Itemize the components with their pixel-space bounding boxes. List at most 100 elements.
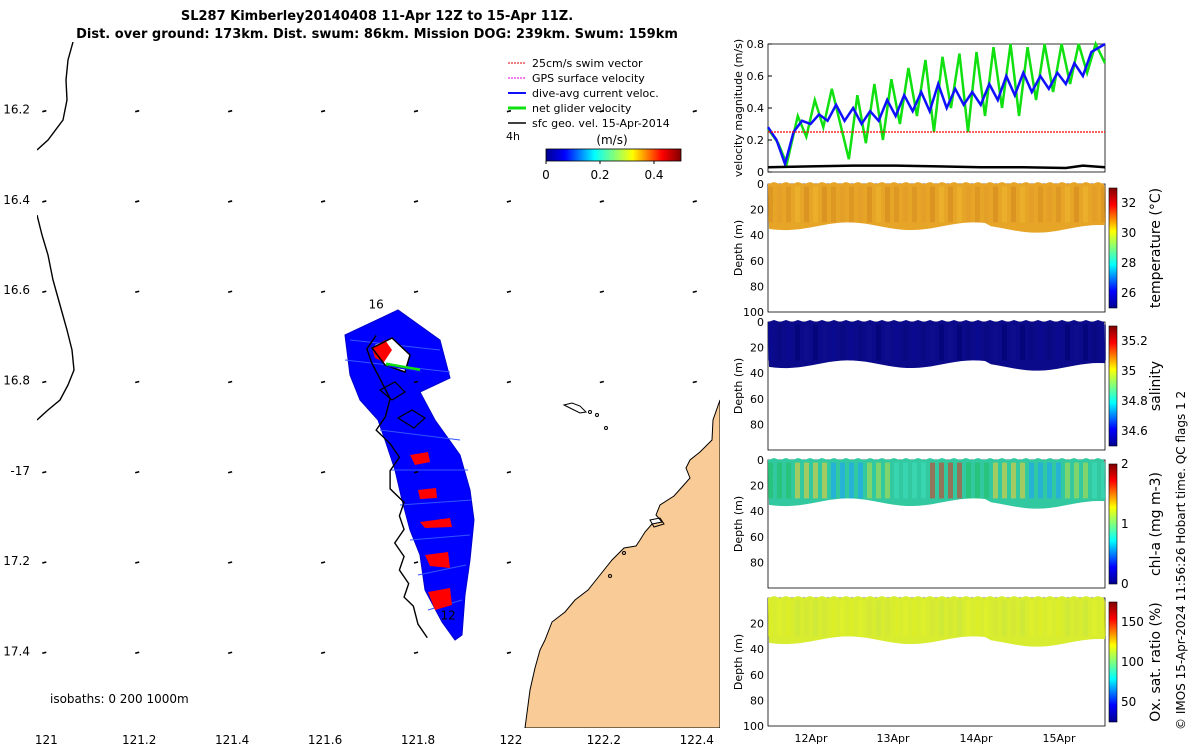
current-vector: [413, 109, 419, 113]
section-data-strip: [1038, 186, 1043, 223]
legend-label: net glider velocity: [532, 102, 632, 115]
figure-title-line1: SL287 Kimberley20140408 11-Apr 12Z to 15…: [181, 9, 573, 24]
section-data-strip: [1029, 324, 1034, 361]
current-vector: [135, 109, 140, 113]
section-colorbar-tick-label: 2: [1121, 457, 1129, 471]
map-legend: 25cm/s swim vector GPS surface velocity …: [506, 57, 682, 182]
section-y-tick-label: 0: [757, 178, 764, 191]
colorbar-ticks: 0 0.2 0.4: [542, 161, 664, 182]
colorbar-tick-label: 0: [542, 168, 550, 182]
island: [562, 402, 588, 414]
section-data-strip: [948, 462, 953, 499]
island: [595, 413, 599, 417]
current-vector: [413, 651, 419, 655]
section-panel: 0 1 2 chl-a (mg m-3) 0 20 40 60 80 Depth (m): [732, 454, 1164, 591]
section-data-strip: [993, 600, 998, 637]
section-colorbar-tick-label: 0: [1121, 577, 1129, 591]
section-data-strip: [1074, 186, 1079, 223]
map-y-tick-label: 17.2: [3, 554, 30, 568]
current-vector: [42, 109, 47, 113]
section-data-strip: [813, 324, 818, 361]
section-data-strip: [948, 324, 953, 361]
section-y-tick-label: 80: [750, 418, 764, 431]
current-vector: [506, 380, 512, 384]
section-data-strip: [912, 186, 917, 223]
section-data-strip: [1002, 324, 1007, 361]
section-data-strip: [993, 186, 998, 223]
current-vector: [413, 380, 419, 384]
section-data-strip: [1101, 324, 1106, 361]
section-colorbar-tick-label: 30: [1121, 226, 1136, 240]
current-vector: [135, 380, 140, 384]
section-data-strip: [939, 462, 944, 499]
section-y-tick-label: 0: [757, 316, 764, 329]
section-data-strip: [768, 186, 773, 223]
section-y-tick-label: 60: [750, 531, 764, 544]
section-data-strip: [777, 600, 782, 637]
section-data-strip: [822, 462, 827, 499]
current-vector: [42, 470, 47, 474]
section-data-strip: [885, 462, 890, 499]
section-colorbar-tick-label: 1: [1121, 517, 1129, 531]
section-colorbar-label: chl-a (mg m-3): [1148, 472, 1164, 576]
map-x-tick-label: 121.6: [308, 733, 342, 747]
section-colorbar-tick-label: 100: [1121, 655, 1144, 669]
map-x-tick-label: 121.8: [401, 733, 435, 747]
current-vector: [227, 651, 233, 655]
section-y-tick-label: 40: [750, 229, 764, 242]
section-colorbar-tick-label: 28: [1121, 256, 1136, 270]
section-data-strip: [1038, 600, 1043, 637]
section-y-tick-label: 60: [750, 255, 764, 268]
current-vector: [320, 380, 326, 384]
section-data-strip: [1047, 186, 1052, 223]
section-data-strip: [1047, 324, 1052, 361]
current-vector: [42, 290, 47, 293]
section-data-strip: [777, 324, 782, 361]
section-data-strip: [966, 462, 971, 499]
section-colorbar-tick-label: 32: [1121, 196, 1136, 210]
map-x-tick-label: 121.2: [122, 733, 156, 747]
section-colorbar-tick-label: 34.6: [1121, 424, 1148, 438]
figure-title-line2: Dist. over ground: 173km. Dist. swum: 86…: [76, 27, 678, 42]
track-red-patch: [425, 552, 450, 568]
section-data-strip: [1074, 462, 1079, 499]
dive-avg-arrow: [387, 365, 423, 373]
map-x-tick-label: 122.4: [680, 733, 714, 747]
section-data-strip: [993, 462, 998, 499]
section-data-strip: [1065, 324, 1070, 361]
section-data-strip: [831, 186, 836, 223]
section-ylabel: Depth (m): [732, 496, 745, 552]
section-data-strip: [822, 324, 827, 361]
velocity-ylabel: velocity magnitude (m/s): [732, 39, 745, 177]
section-data-strip: [885, 186, 890, 223]
section-data-strip: [975, 186, 980, 223]
section-colorbar-tick-label: 50: [1121, 695, 1136, 709]
current-vector: [506, 651, 512, 655]
section-ylabel: Depth (m): [732, 634, 745, 690]
section-x-tick-label: 15Apr: [1042, 732, 1076, 745]
section-data-strip: [1011, 186, 1016, 223]
section-colorbar: [1108, 187, 1118, 309]
section-data-strip: [957, 462, 962, 499]
island: [604, 426, 608, 430]
section-data-strip: [867, 600, 872, 637]
section-colorbar-tick-label: 35: [1121, 364, 1136, 378]
section-data-strip: [885, 324, 890, 361]
section-data-strip: [1029, 186, 1034, 223]
section-panel: 26 28 30 32 temperature (°C) 0 20 40 60 80 100 Dept…: [732, 178, 1164, 319]
colorbar: [545, 148, 682, 162]
section-data-strip: [840, 186, 845, 223]
track-red-patch: [410, 452, 430, 465]
section-data-strip: [1056, 600, 1061, 637]
section-data-strip: [921, 324, 926, 361]
section-data-strip: [912, 600, 917, 637]
section-data-strip: [858, 186, 863, 223]
current-vector: [692, 380, 697, 384]
section-data-strip: [1038, 462, 1043, 499]
section-y-tick-label: 40: [750, 367, 764, 380]
island: [649, 517, 665, 528]
